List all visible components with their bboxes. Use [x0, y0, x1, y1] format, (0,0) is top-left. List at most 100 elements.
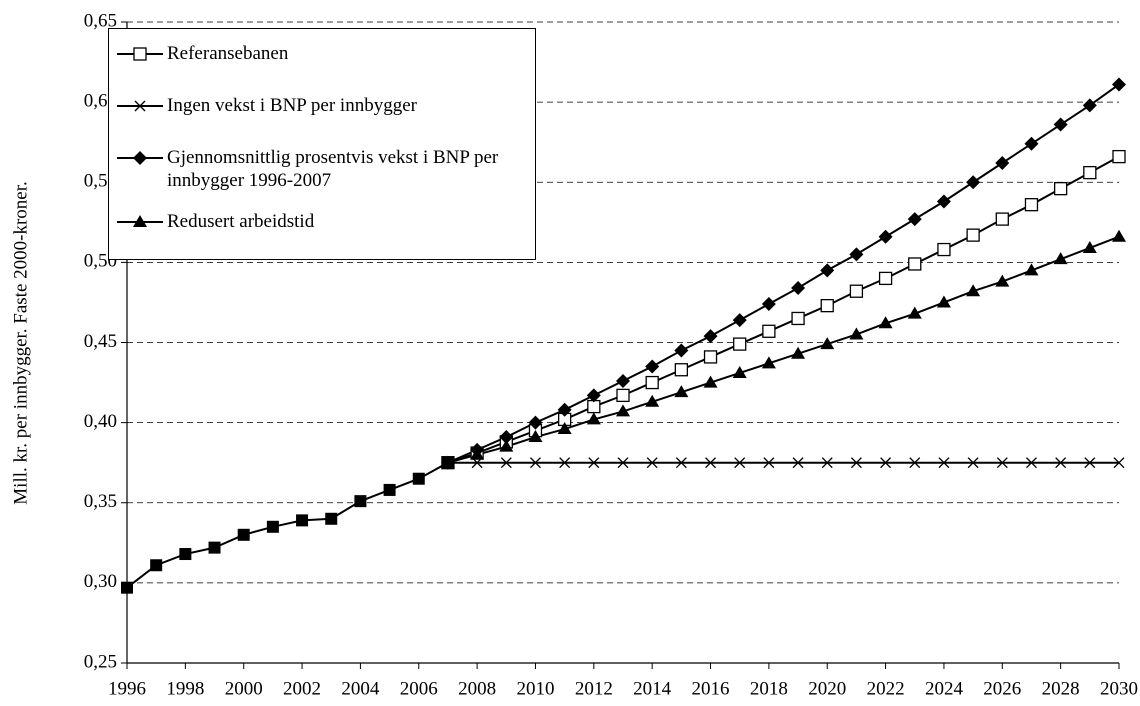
marker — [237, 528, 250, 541]
marker — [936, 194, 951, 209]
x-tick-label: 2026 — [983, 678, 1021, 699]
marker — [1082, 240, 1097, 253]
legend-icon — [117, 151, 163, 165]
marker — [645, 375, 659, 390]
marker — [734, 457, 746, 469]
legend-label: Ingen vekst i BNP per innbygger — [167, 95, 417, 116]
x-tick-label: 2028 — [1042, 678, 1080, 699]
marker — [150, 559, 163, 572]
marker — [1084, 457, 1096, 469]
marker — [936, 295, 951, 308]
x-tick-label: 2016 — [692, 678, 730, 699]
marker — [907, 212, 922, 227]
y-tick-label: 0,25 — [84, 651, 117, 672]
marker — [588, 457, 600, 469]
marker — [820, 298, 834, 313]
marker — [674, 363, 689, 377]
marker — [616, 373, 630, 388]
marker — [849, 247, 864, 262]
marker — [354, 495, 367, 508]
marker — [791, 281, 806, 296]
marker — [705, 457, 717, 469]
marker — [849, 327, 864, 340]
y-axis-label: Mill. kr. per innbygger. Faste 2000-kron… — [10, 181, 31, 504]
series-line — [126, 461, 449, 589]
x-tick-label: 2010 — [516, 678, 554, 699]
marker — [907, 306, 922, 319]
marker — [908, 257, 922, 271]
x-tick-label: 2006 — [400, 678, 438, 699]
marker — [1025, 457, 1037, 469]
marker — [645, 359, 660, 374]
marker — [1082, 98, 1097, 113]
legend-item: Ingen vekst i BNP per innbygger — [115, 94, 537, 118]
marker — [820, 263, 835, 278]
marker — [528, 415, 543, 430]
marker — [134, 100, 146, 112]
marker — [732, 313, 747, 328]
marker — [821, 457, 833, 469]
marker — [617, 457, 629, 469]
marker — [587, 399, 601, 414]
marker — [1055, 457, 1067, 469]
marker — [967, 457, 979, 469]
marker — [645, 394, 660, 407]
x-tick-label: 2008 — [458, 678, 496, 699]
legend-label: Referansebanen — [167, 43, 289, 64]
marker — [703, 350, 718, 364]
marker — [938, 457, 950, 469]
legend-item: Gjennomsnittlig prosentvis vekst i BNP p… — [115, 146, 537, 192]
legend-icon — [117, 100, 163, 112]
marker — [880, 457, 892, 469]
marker — [850, 457, 862, 469]
marker — [878, 229, 893, 244]
legend-label: Redusert arbeidstid — [167, 211, 315, 232]
marker — [995, 212, 1009, 226]
marker — [557, 422, 572, 435]
marker — [878, 316, 893, 329]
marker — [1113, 457, 1125, 469]
marker — [762, 324, 776, 338]
marker — [1053, 117, 1068, 132]
marker — [763, 457, 775, 469]
x-tick-label: 2004 — [341, 678, 380, 699]
legend: Referansebanen Ingen vekst i BNP per innb… — [108, 28, 536, 260]
marker — [133, 151, 147, 165]
marker — [325, 512, 338, 525]
marker — [675, 457, 687, 469]
marker — [646, 457, 658, 469]
marker — [616, 404, 630, 417]
marker — [133, 47, 147, 61]
x-tick-label: 2012 — [575, 678, 613, 699]
marker — [1112, 229, 1126, 242]
marker — [937, 242, 951, 257]
marker — [791, 346, 806, 359]
y-tick-label: 0,40 — [84, 411, 117, 432]
marker — [966, 175, 981, 190]
marker — [266, 520, 279, 533]
marker — [878, 271, 893, 286]
legend-item: Referansebanen — [115, 42, 537, 66]
marker — [557, 402, 572, 417]
x-tick-label: 2024 — [925, 678, 964, 699]
marker — [470, 447, 485, 460]
y-tick-label: 0,45 — [84, 331, 117, 352]
legend-icon — [117, 47, 163, 61]
marker — [179, 548, 192, 561]
marker — [909, 457, 921, 469]
y-tick-label: 0,35 — [84, 491, 117, 512]
marker — [121, 581, 133, 594]
marker — [966, 284, 981, 297]
x-tick-label: 2002 — [283, 678, 321, 699]
marker — [1053, 182, 1068, 196]
marker — [499, 439, 514, 452]
marker — [1024, 198, 1039, 212]
marker — [1053, 252, 1068, 265]
marker — [499, 430, 514, 445]
x-tick-label: 2030 — [1100, 678, 1138, 699]
marker — [1083, 165, 1097, 180]
series-line — [447, 235, 1120, 464]
x-tick-label: 2000 — [225, 678, 263, 699]
